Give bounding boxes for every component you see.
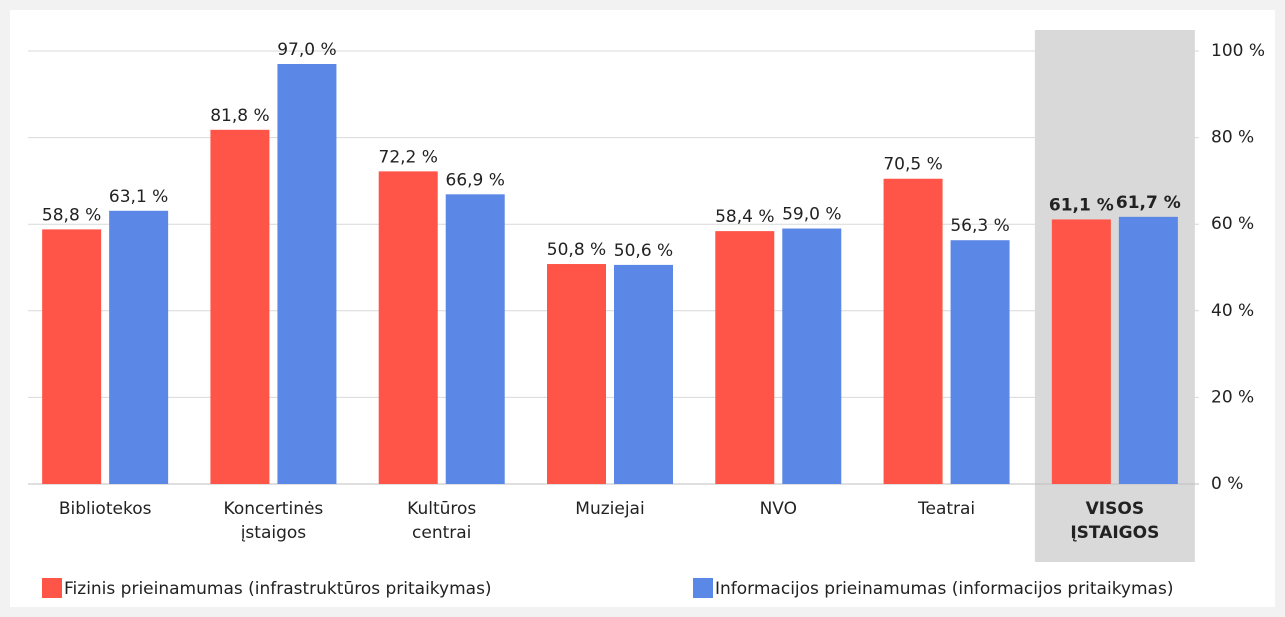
legend-swatch: [42, 578, 62, 598]
value-label: 61,7 %: [1116, 193, 1181, 213]
bar: [277, 63, 337, 485]
y-tick-label: 0 %: [1211, 474, 1243, 494]
bar: [715, 231, 775, 484]
x-tick-label: Teatrai: [917, 499, 975, 519]
y-tick-label: 100 %: [1211, 41, 1265, 61]
bar: [445, 194, 505, 484]
bar: [210, 129, 270, 484]
x-tick-label: Koncertinės įstaigos: [224, 499, 324, 543]
y-tick-label: 20 %: [1211, 387, 1254, 407]
x-tick-label: Bibliotekos: [59, 499, 152, 519]
value-label: 81,8 %: [210, 106, 269, 126]
bar: [42, 229, 102, 484]
legend-label: Informacijos prieinamumas (informacijos …: [715, 579, 1173, 599]
bar: [1051, 219, 1111, 484]
value-label: 66,9 %: [446, 170, 505, 190]
value-label: 59,0 %: [782, 205, 841, 225]
value-label: 58,8 %: [42, 205, 101, 225]
bar: [950, 240, 1010, 484]
value-label: 70,5 %: [883, 155, 942, 175]
value-label: 58,4 %: [715, 207, 774, 227]
legend-swatch: [693, 578, 713, 598]
bar: [378, 171, 438, 484]
x-tick-label: Muziejai: [575, 499, 644, 519]
y-tick-label: 60 %: [1211, 214, 1254, 234]
value-label: 50,6 %: [614, 241, 673, 261]
y-tick-label: 80 %: [1211, 128, 1254, 148]
value-label: 50,8 %: [547, 240, 606, 260]
x-tick-label: NVO: [760, 499, 797, 519]
value-label: 72,2 %: [379, 147, 438, 167]
value-label: 56,3 %: [950, 216, 1009, 236]
bar: [782, 228, 842, 484]
bar: [883, 178, 943, 485]
bar: [614, 264, 673, 484]
y-tick-label: 40 %: [1211, 301, 1254, 321]
bar: [1118, 216, 1178, 485]
legend-label: Fizinis prieinamumas (infrastruktūros pr…: [64, 579, 492, 599]
bar: [109, 210, 169, 485]
value-label: 61,1 %: [1049, 195, 1114, 215]
bar: [547, 264, 606, 484]
x-tick-label: VISOS ĮSTAIGOS: [1070, 499, 1159, 543]
x-tick-label: Kultūros centrai: [407, 499, 476, 543]
value-label: 63,1 %: [109, 187, 168, 207]
value-label: 97,0 %: [277, 40, 336, 60]
